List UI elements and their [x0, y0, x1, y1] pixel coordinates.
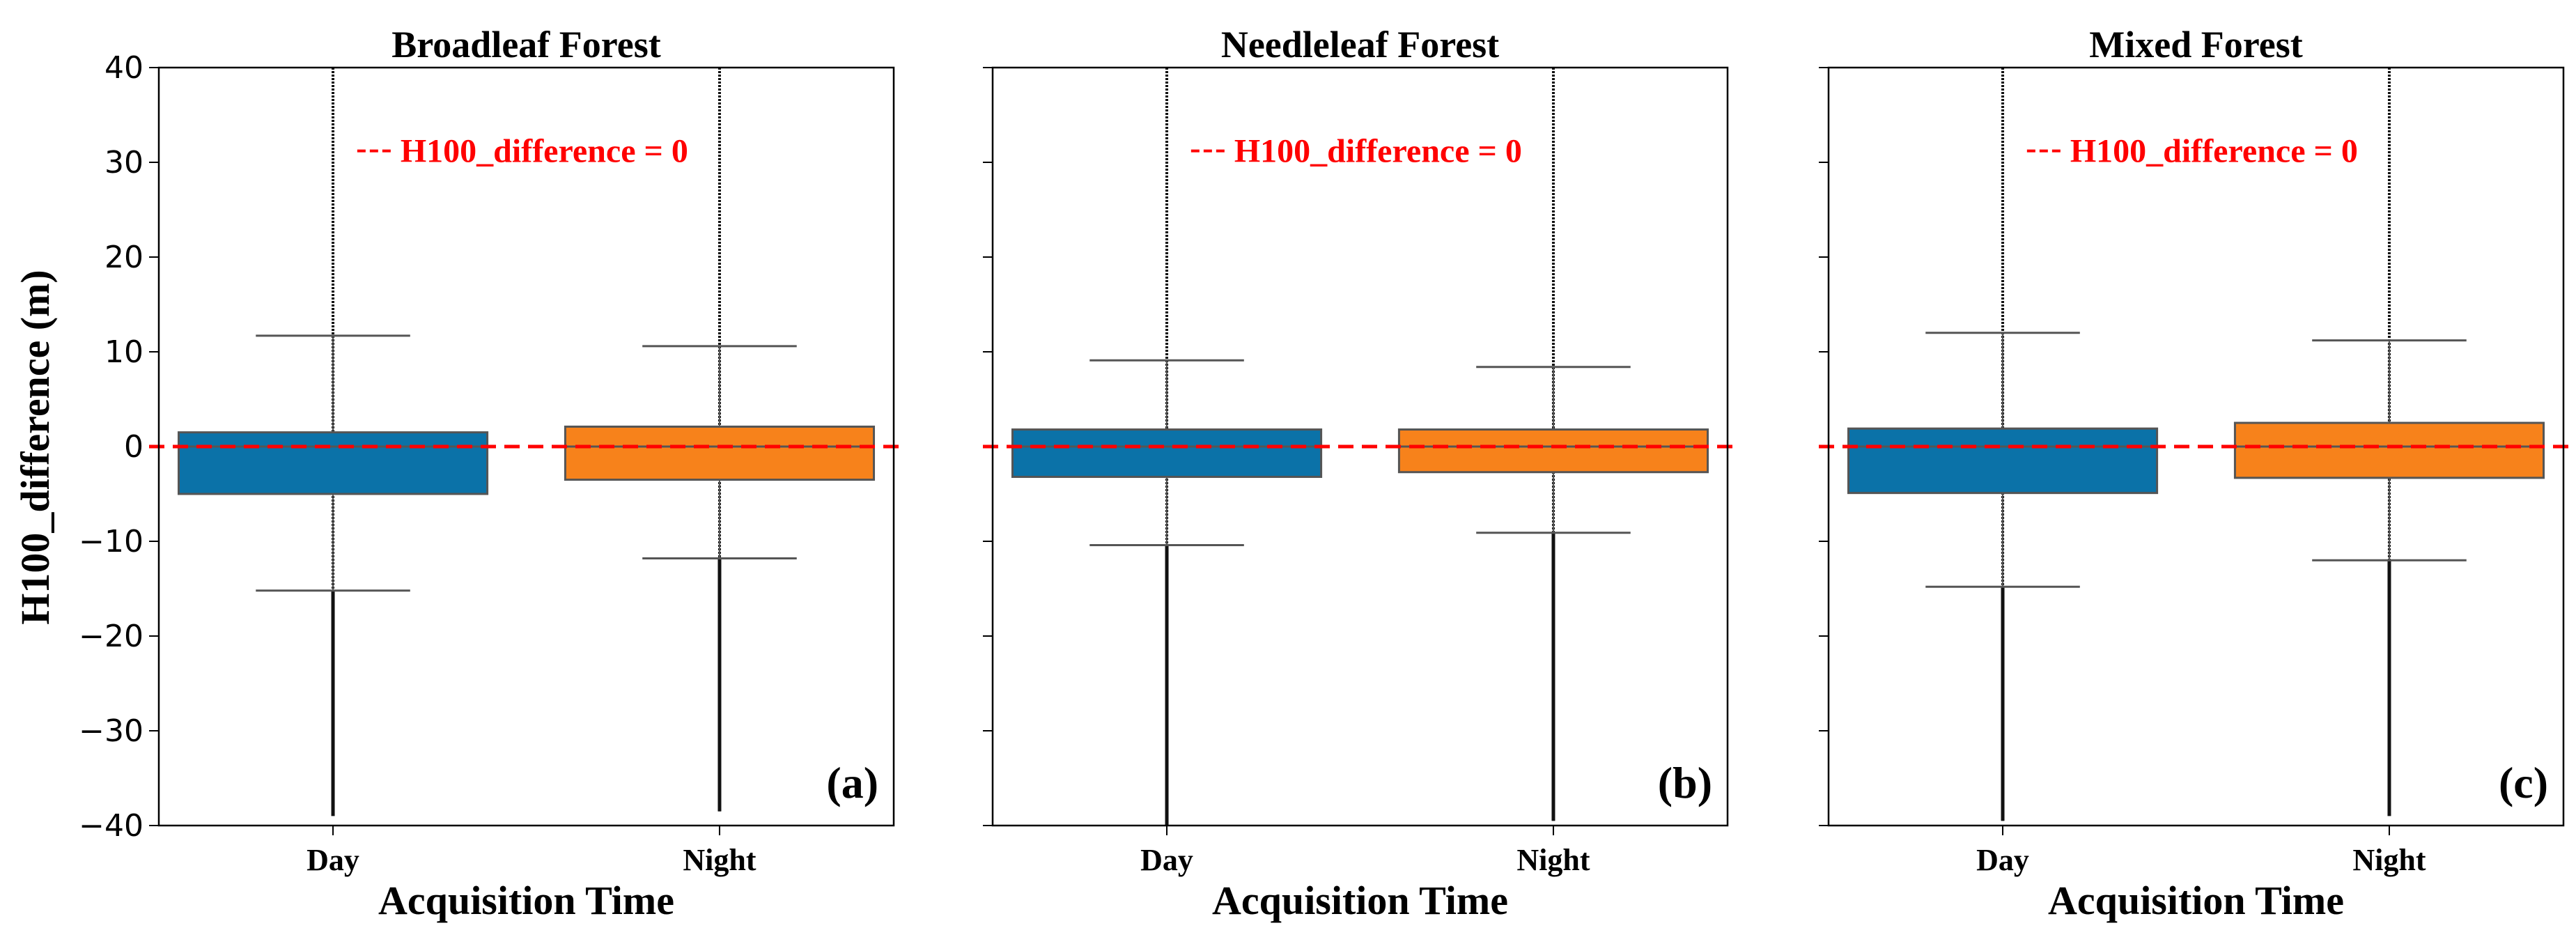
- box-day: [177, 431, 489, 495]
- legend-label: H100_difference = 0: [2070, 133, 2358, 170]
- y-axis-label: H100_difference (m): [13, 270, 58, 624]
- panel-label: (c): [2499, 758, 2548, 807]
- axes-frame: [157, 66, 895, 827]
- box-night: [564, 425, 876, 481]
- y-tick-label: 10: [104, 334, 143, 370]
- y-tick-label: 20: [104, 240, 143, 275]
- chart-panels: Broadleaf Forest 40 30 20 10 0 −10 −20 −30 −40 Day…: [79, 24, 2573, 923]
- panel-label: (b): [1658, 758, 1712, 807]
- y-tick-label: −20: [79, 619, 143, 654]
- x-tick-label: Night: [2352, 843, 2426, 877]
- y-tick-label: 0: [124, 429, 143, 465]
- panel-label: (a): [826, 758, 878, 807]
- chart-panel: Mixed Forest Day Night H100_difference = 0 (…: [1819, 24, 2573, 923]
- x-tick-label: Day: [1140, 843, 1193, 877]
- x-tick-label: Night: [683, 843, 756, 877]
- axes-frame: [1827, 66, 2565, 827]
- x-tick-label: Day: [307, 843, 359, 877]
- legend-label: H100_difference = 0: [1234, 133, 1522, 170]
- chart-title: Mixed Forest: [2089, 24, 2302, 65]
- legend-label: H100_difference = 0: [401, 133, 688, 170]
- chart-title: Broadleaf Forest: [391, 24, 660, 65]
- y-tick-label: 30: [104, 145, 143, 180]
- chart-title: Needleleaf Forest: [1221, 24, 1499, 65]
- chart-panel: Broadleaf Forest 40 30 20 10 0 −10 −20 −30 −40 Day…: [79, 24, 903, 923]
- x-tick-label: Day: [1976, 843, 2029, 877]
- chart-panel: Needleleaf Forest Day Night H100_difference…: [983, 24, 1737, 923]
- y-tick-label: −30: [79, 713, 143, 749]
- y-tick-label: 40: [104, 50, 143, 86]
- box-night: [1397, 428, 1709, 474]
- x-axis-label: Acquisition Time: [1212, 878, 1508, 923]
- x-axis-label: Acquisition Time: [378, 878, 674, 923]
- y-tick-label: −10: [79, 524, 143, 559]
- y-tick-label: −40: [79, 808, 143, 844]
- x-axis-label: Acquisition Time: [2048, 878, 2344, 923]
- axes-frame: [991, 66, 1729, 827]
- x-tick-label: Night: [1516, 843, 1590, 877]
- box-night: [2233, 421, 2545, 479]
- box-day: [1847, 427, 2159, 495]
- box-day: [1011, 428, 1323, 479]
